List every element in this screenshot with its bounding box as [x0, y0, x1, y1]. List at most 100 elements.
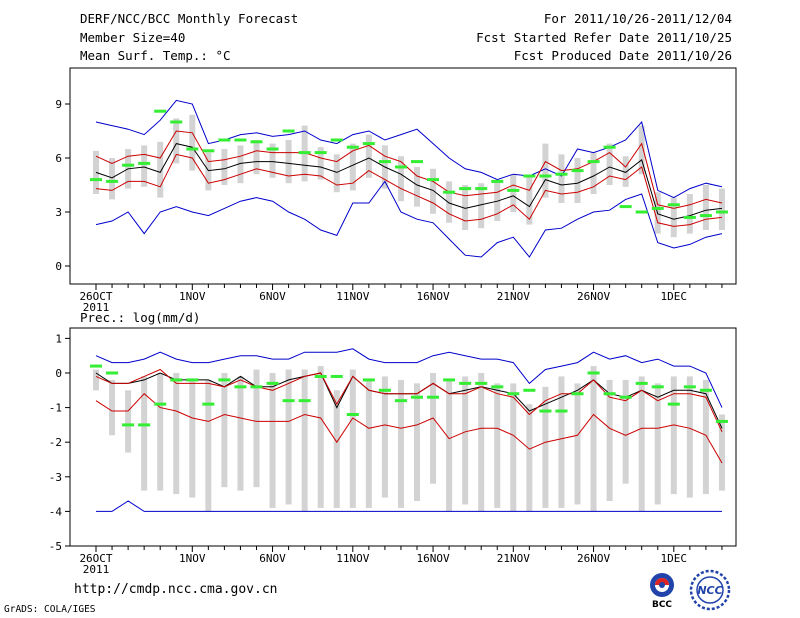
- temp-ensemble-box: [189, 114, 196, 171]
- temp-ensemble-box: [718, 188, 725, 230]
- temp-mean-line: [95, 143, 723, 220]
- temp-climatology-marker: [298, 151, 311, 155]
- temp-ensemble-box: [173, 118, 180, 164]
- temp-ensemble-box: [109, 158, 116, 200]
- temp-x-tick-label: 1NOV: [179, 290, 206, 303]
- temp-climatology-marker: [394, 165, 407, 169]
- source-url[interactable]: http://cmdp.ncc.cma.gov.cn: [74, 582, 278, 597]
- prec-climatology-marker: [394, 399, 407, 403]
- prec-climatology-marker: [138, 423, 151, 427]
- temp-climatology-marker: [362, 142, 375, 146]
- prec-climatology-marker: [298, 399, 311, 403]
- temp-climatology-marker: [683, 215, 696, 219]
- temp-climatology-marker: [90, 178, 102, 182]
- temp-climatology-marker: [603, 145, 616, 149]
- prec-climatology-marker: [411, 395, 423, 399]
- temp-ensemble-box: [590, 152, 597, 194]
- variable-label: Mean Surf. Temp.: °C: [80, 48, 231, 63]
- temp-climatology-marker: [667, 203, 680, 207]
- prec-ensemble-box: [397, 379, 404, 508]
- prec-climatology-marker: [122, 423, 135, 427]
- prec-lower-spread-line: [95, 393, 723, 464]
- prec-ensemble-box: [381, 376, 388, 498]
- prec-x-tick-label: 1DEC: [661, 552, 688, 565]
- prec-x-tick-label: 26OCT: [79, 552, 112, 565]
- prec-ensemble-box: [462, 376, 469, 505]
- prec-x-tick-label: 1NOV: [179, 552, 206, 565]
- prec-climatology-marker: [202, 402, 215, 406]
- temp-climatology-marker: [555, 172, 568, 176]
- prec-climatology-marker: [667, 402, 680, 406]
- prec-climatology-marker: [651, 385, 664, 389]
- prec-ensemble-box: [590, 366, 597, 512]
- temp-ensemble-box: [462, 185, 469, 230]
- prec-min-line: [96, 500, 722, 512]
- temp-climatology-marker: [346, 145, 359, 149]
- prec-ensemble-box: [414, 383, 420, 502]
- prec-climatology-marker: [539, 409, 552, 413]
- prec-upper-spread-line: [95, 368, 723, 433]
- prec-climatology-marker: [491, 385, 504, 389]
- temp-ensemble-box: [397, 156, 404, 202]
- temp-ensemble-box: [157, 141, 164, 198]
- temp-ensemble-box: [638, 125, 645, 175]
- temp-climatology-marker: [459, 187, 472, 191]
- prec-climatology-marker: [715, 419, 728, 423]
- prec-y-tick-label: -2: [49, 436, 62, 449]
- prec-ensemble-box: [670, 376, 677, 495]
- temp-climatology-marker: [154, 109, 167, 113]
- prec-y-tick-label: -3: [49, 471, 62, 484]
- ncc-logo-text: NCC: [697, 584, 722, 597]
- prec-climatology-marker: [507, 392, 520, 396]
- prec-climatology-marker: [555, 409, 568, 413]
- prec-panel: -5 -4 -3 -2 -1 0 1 26OCT 1NOV 6NOV 11NOV 16NOV 21NOV…: [49, 327, 737, 576]
- temp-ensemble-box: [670, 197, 677, 238]
- prec-ensemble-box: [430, 372, 437, 484]
- prec-y-tick-label: -1: [49, 402, 62, 415]
- temp-climatology-marker: [266, 147, 279, 151]
- prec-ensemble-box: [205, 379, 212, 512]
- prec-climatology-marker: [90, 364, 102, 368]
- prec-ensemble-box: [349, 369, 356, 508]
- temp-ensemble-box: [205, 152, 212, 191]
- temp-climatology-marker: [378, 160, 391, 164]
- prec-ensemble-box: [253, 369, 260, 488]
- prec-climatology-marker: [218, 378, 231, 382]
- prec-ensemble-box: [606, 379, 613, 502]
- temp-ensemble-box: [478, 183, 485, 229]
- prec-ensemble-box: [638, 376, 645, 512]
- prec-climatology-marker: [635, 381, 648, 385]
- temp-climatology-marker: [314, 151, 327, 155]
- prec-x-tick-label: 26NOV: [577, 552, 610, 565]
- bcc-logo: BCC: [650, 573, 674, 610]
- prec-x-tick-label: 11NOV: [336, 552, 369, 565]
- prec-ensemble-box: [478, 372, 485, 512]
- temp-climatology-marker: [475, 187, 488, 191]
- prec-climatology-marker: [186, 378, 199, 382]
- prec-ensemble-box: [574, 383, 581, 505]
- temp-climatology-marker: [122, 163, 135, 167]
- prec-climatology-marker: [250, 385, 263, 389]
- temp-climatology-marker: [138, 161, 151, 165]
- temp-ensemble-box: [349, 143, 356, 191]
- temp-x-tick-label: 26NOV: [577, 290, 610, 303]
- temp-climatology-marker: [443, 190, 456, 194]
- prec-climatology-marker: [459, 381, 472, 385]
- prec-climatology-marker: [154, 402, 167, 406]
- prec-plot-frame: [69, 327, 737, 547]
- temp-climatology-marker: [571, 169, 584, 173]
- prec-ensemble-box: [654, 383, 661, 505]
- forecast-period-label: For 2011/10/26-2011/12/04: [543, 11, 732, 26]
- prec-ensemble-box: [157, 372, 164, 491]
- prec-ensemble-box: [542, 386, 549, 508]
- temp-climatology-marker: [282, 129, 295, 133]
- precip-panel-title: Prec.: log(mm/d): [80, 310, 200, 325]
- prec-climatology-marker: [603, 392, 616, 396]
- temp-climatology-marker: [635, 210, 648, 214]
- temp-x-tick-label: 16NOV: [416, 290, 449, 303]
- prec-climatology-marker: [619, 395, 632, 399]
- prec-ensemble-box: [93, 369, 99, 391]
- temp-climatology-marker: [651, 206, 664, 210]
- temp-ensemble-box: [253, 140, 260, 175]
